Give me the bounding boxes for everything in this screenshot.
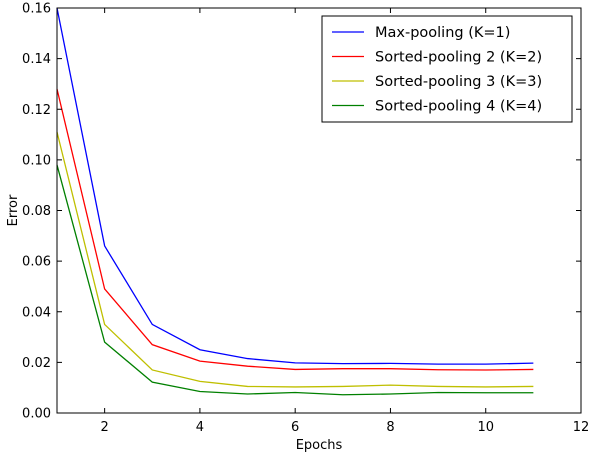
x-tick-label: 8 <box>386 420 394 435</box>
x-tick-label: 2 <box>100 420 108 435</box>
y-tick-label: 0.14 <box>22 52 51 67</box>
y-axis-label: Error <box>6 194 21 226</box>
x-tick-label: 6 <box>291 420 299 435</box>
y-tick-label: 0.04 <box>22 305 51 320</box>
legend-label-4: Sorted-pooling 4 (K=4) <box>375 99 542 115</box>
legend-label-3: Sorted-pooling 3 (K=3) <box>375 74 542 90</box>
series-line-1 <box>56 7 534 365</box>
y-tick-label: 0.02 <box>22 356 51 371</box>
x-tick-label: 10 <box>477 420 494 435</box>
y-tick-label: 0.06 <box>22 255 51 270</box>
y-tick-label: 0.12 <box>22 103 51 118</box>
legend-label-1: Max-pooling (K=1) <box>375 25 510 41</box>
y-tick-label: 0.16 <box>22 2 51 17</box>
series-lines <box>56 7 534 396</box>
y-tick-label: 0.08 <box>22 204 51 219</box>
x-tick-label: 12 <box>573 420 590 435</box>
legend: Max-pooling (K=1) Sorted-pooling 2 (K=2) S… <box>321 15 573 123</box>
legend-label-2: Sorted-pooling 2 (K=2) <box>375 50 542 66</box>
y-tick-label: 0.00 <box>22 407 51 422</box>
x-tick-label: 4 <box>196 420 204 435</box>
series-line-3 <box>56 131 534 388</box>
legend-box <box>321 15 573 123</box>
axis-ticks: 2 4 6 8 10 12 0.00 0.02 0.04 0.06 0.08 0.10 0.12 0.14… <box>22 2 589 436</box>
y-tick-label: 0.10 <box>22 153 51 168</box>
series-line-4 <box>56 164 534 396</box>
series-line-2 <box>56 88 534 371</box>
x-axis-label: Epochs <box>296 438 343 453</box>
